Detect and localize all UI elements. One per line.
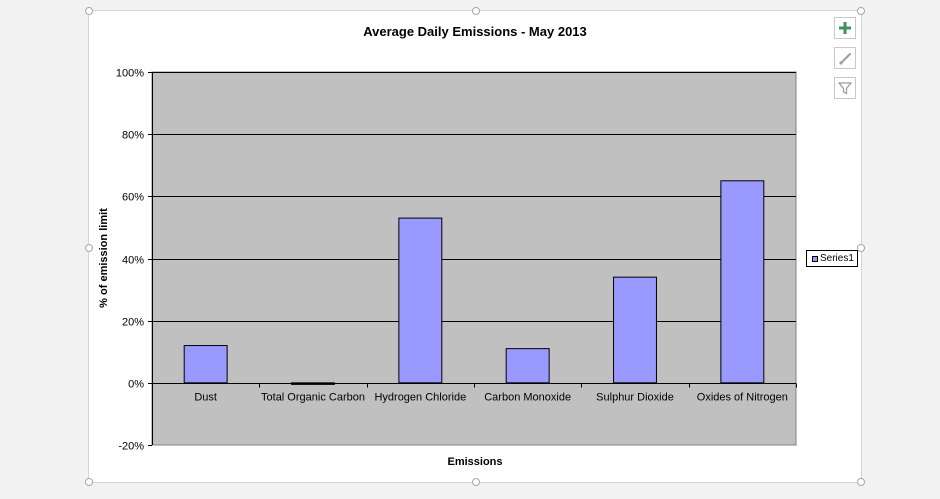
y-tick-label: 40% (122, 255, 144, 267)
x-tick-label: Carbon Monoxide (484, 392, 571, 404)
legend-swatch (812, 255, 818, 262)
resize-handle-top-left[interactable] (85, 7, 93, 15)
y-tick-label: 20% (122, 317, 144, 329)
chart-styles-button[interactable] (834, 47, 856, 69)
x-tick-label: Dust (194, 392, 217, 404)
resize-handle-top-center[interactable] (472, 7, 480, 15)
bar-2 (398, 217, 443, 384)
brush-icon (839, 53, 851, 65)
bar-3 (505, 348, 550, 384)
x-axis-title[interactable]: Emissions (447, 456, 502, 468)
resize-handle-bottom-right[interactable] (857, 478, 865, 486)
chart-filters-button[interactable] (834, 77, 856, 99)
x-tick-label: Hydrogen Chloride (374, 392, 466, 404)
y-tick-label: 100% (116, 68, 144, 80)
resize-handle-bottom-center[interactable] (472, 478, 480, 486)
chart-title[interactable]: Average Daily Emissions - May 2013 (363, 24, 587, 39)
resize-handle-top-right[interactable] (857, 7, 865, 15)
y-axis-title[interactable]: % of emission limit (98, 208, 110, 308)
resize-handle-bottom-left[interactable] (85, 478, 93, 486)
resize-handle-middle-right[interactable] (857, 244, 865, 252)
bar-0 (183, 345, 228, 384)
y-tick-label: -20% (118, 441, 144, 453)
y-tick-label: 60% (122, 192, 144, 204)
plot-area[interactable]: -20% 0% 20% 40% 60% 80% 100% Dust Total Organic … (116, 68, 797, 453)
y-tick-label: 0% (128, 379, 144, 391)
bar-5 (720, 180, 765, 384)
y-tick-label: 80% (122, 130, 144, 142)
plus-icon (839, 22, 851, 34)
x-tick-label: Oxides of Nitrogen (697, 392, 788, 404)
legend[interactable]: Series1 (806, 250, 858, 267)
bar-4 (613, 276, 657, 384)
x-tick-label: Sulphur Dioxide (596, 392, 674, 404)
resize-handle-middle-left[interactable] (85, 244, 93, 252)
funnel-icon (838, 82, 852, 95)
legend-label: Series1 (820, 253, 854, 264)
plot-background (151, 71, 797, 446)
x-tick-label: Total Organic Carbon (261, 392, 365, 404)
chart-elements-button[interactable] (834, 17, 856, 39)
